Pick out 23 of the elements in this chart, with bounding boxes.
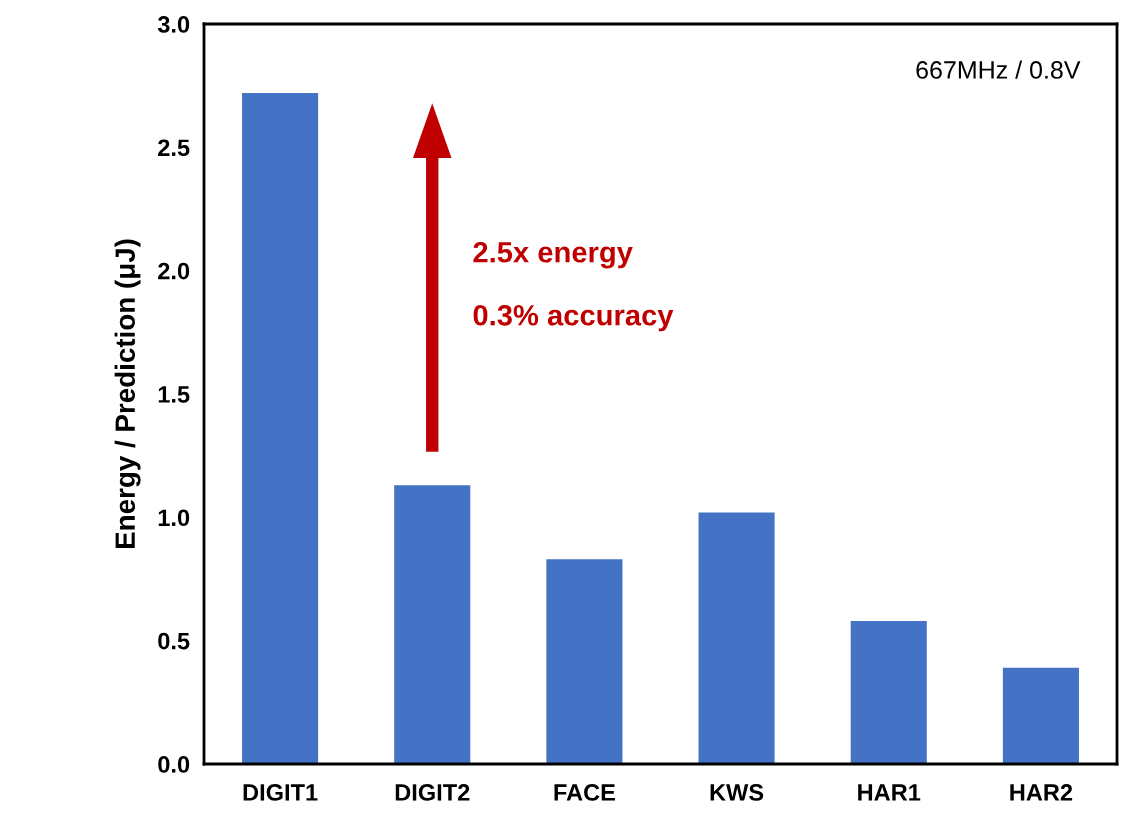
y-axis-title: Energy / Prediction (μJ): [114, 239, 141, 549]
y-tick-label: 2.5: [158, 139, 190, 157]
y-tick-label: 1.0: [158, 509, 190, 527]
x-tick-label: HAR1: [858, 784, 921, 801]
y-tick-label: 0.0: [158, 756, 190, 773]
bar: [242, 93, 319, 764]
x-tick-label: KWS: [710, 784, 764, 801]
x-tick-label: HAR2: [1010, 784, 1073, 801]
y-tick-label: 1.5: [158, 386, 190, 403]
y-tick-label: 2.0: [158, 262, 190, 280]
bar: [394, 485, 471, 764]
bar: [546, 559, 623, 764]
y-tick-label: 3.0: [157, 16, 190, 33]
annotation: 0.3% accuracy: [473, 304, 674, 332]
x-tick-label: FACE: [554, 784, 615, 801]
x-tick-label: DIGIT2: [395, 784, 470, 801]
bar: [850, 620, 927, 764]
annotation: 2.5x energy: [473, 241, 633, 269]
bar: [1002, 667, 1079, 764]
bar: [698, 512, 775, 764]
x-tick-label: DIGIT1: [243, 784, 318, 801]
annotation: 667MHz / 0.8V: [916, 60, 1081, 79]
y-tick-label: 0.5: [158, 632, 190, 650]
